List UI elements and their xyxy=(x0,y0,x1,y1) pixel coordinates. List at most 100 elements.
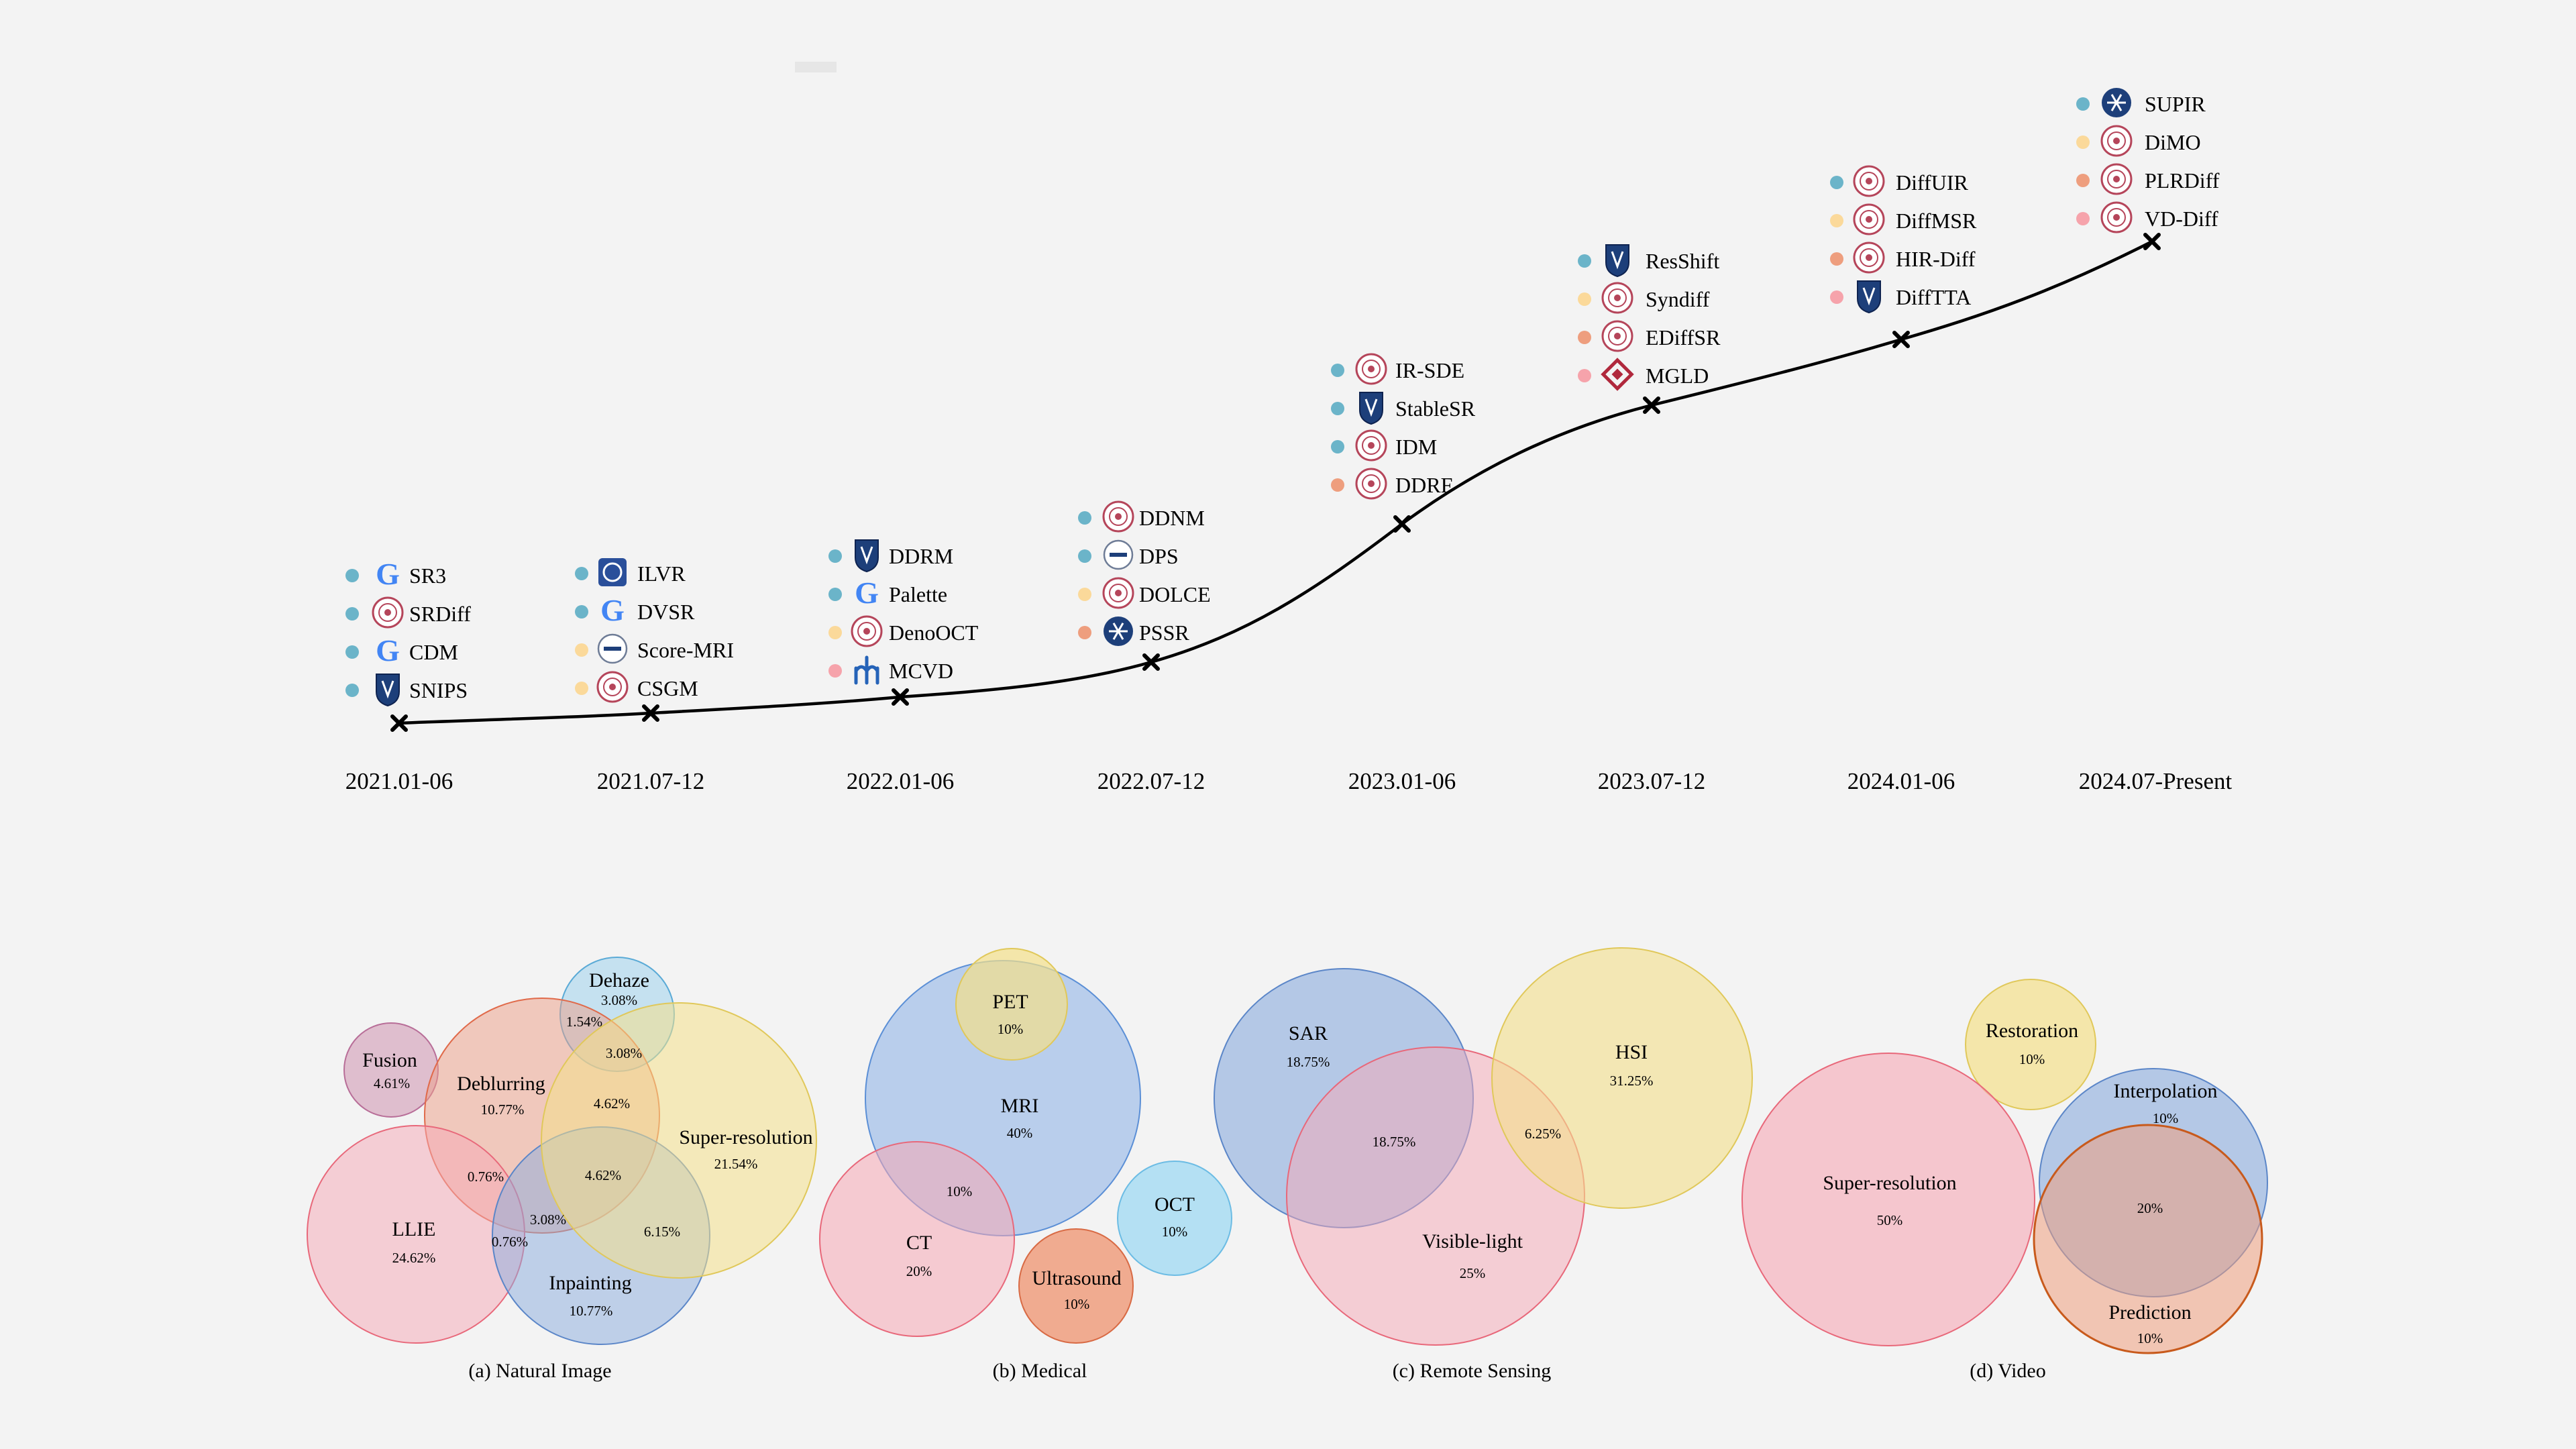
timeline-date: 2022.01-06 xyxy=(847,768,954,794)
set-label-sar: SAR xyxy=(1289,1022,1328,1044)
method-name: CSGM xyxy=(637,676,698,700)
shield-crest-icon xyxy=(1857,280,1881,314)
overlap-value: 3.08% xyxy=(530,1212,566,1228)
category-dot xyxy=(1078,626,1091,639)
set-value-oct: 10% xyxy=(1162,1224,1188,1240)
svg-text:G: G xyxy=(600,593,625,627)
category-dot xyxy=(1830,252,1843,266)
method-name: SR3 xyxy=(409,564,446,588)
method-name: DOLCE xyxy=(1139,582,1211,606)
category-dot xyxy=(828,549,842,563)
snowflake-seal-icon xyxy=(2102,88,2131,117)
method-name: CDM xyxy=(409,640,458,664)
university-seal-icon xyxy=(1102,500,1134,533)
university-seal-icon xyxy=(1355,429,1387,462)
method-item: MCVD xyxy=(828,655,953,685)
method-name: IDM xyxy=(1395,435,1437,459)
method-item: DiffTTA xyxy=(1830,280,1971,314)
method-item: Syndiff xyxy=(1578,282,1710,314)
method-name: DDRM xyxy=(889,544,953,568)
category-dot xyxy=(345,645,359,659)
university-seal-icon xyxy=(2100,201,2133,233)
method-item: MGLD xyxy=(1578,358,1709,391)
category-dot xyxy=(1578,254,1591,268)
set-label-super-resolution-video: Super-resolution xyxy=(1823,1172,1956,1194)
set-label-inpainting: Inpainting xyxy=(549,1272,631,1294)
mila-logo-icon xyxy=(854,655,879,685)
method-item: DPS xyxy=(1078,539,1179,570)
method-item: DDNM xyxy=(1078,500,1205,533)
university-seal-icon xyxy=(2100,163,2133,195)
method-name: MCVD xyxy=(889,659,953,683)
timeline-group: DiffUIR DiffMSR HIR-Diff DiffTTA xyxy=(1830,165,1977,314)
method-name: DDNM xyxy=(1139,506,1205,530)
venn-circle-restoration xyxy=(1965,979,2096,1110)
timeline-marker xyxy=(1393,515,1411,533)
university-seal-icon xyxy=(2100,125,2133,157)
method-name: EDiffSR xyxy=(1646,325,1721,350)
timeline-date: 2022.07-12 xyxy=(1097,768,1205,794)
set-label-prediction: Prediction xyxy=(2108,1301,2191,1324)
institute-seal-icon xyxy=(598,558,627,586)
venn-circle-ultrasound xyxy=(1018,1228,1134,1344)
timeline-group: G SR3 SRDiff G CDM SNIPS xyxy=(345,557,471,707)
category-dot xyxy=(345,684,359,697)
timeline-marker xyxy=(2143,233,2161,250)
set-value-mri: 40% xyxy=(1007,1125,1033,1141)
method-name: StableSR xyxy=(1395,396,1476,421)
overlap-value: 6.25% xyxy=(1525,1126,1561,1142)
venn-caption-video: (d) Video xyxy=(1970,1360,2045,1382)
set-value-visible-light: 25% xyxy=(1460,1265,1486,1281)
category-dot xyxy=(1331,364,1344,377)
timeline-marker xyxy=(1892,331,1910,348)
faint-mark xyxy=(795,62,837,72)
overlap-value: 3.08% xyxy=(606,1045,642,1061)
set-value-prediction: 10% xyxy=(2137,1330,2163,1346)
category-dot xyxy=(575,682,588,695)
timeline-curve xyxy=(398,239,2153,725)
method-name: HIR-Diff xyxy=(1896,247,1976,271)
venn-circle-super-resolution xyxy=(541,1002,817,1279)
set-label-hsi: HSI xyxy=(1615,1041,1648,1063)
category-dot xyxy=(1078,511,1091,525)
method-name: SRDiff xyxy=(409,602,471,626)
venn-circle-super-resolution-video xyxy=(1741,1053,2035,1346)
university-seal-icon xyxy=(1102,577,1134,609)
category-dot xyxy=(1578,331,1591,344)
set-value-deblurring: 10.77% xyxy=(481,1102,525,1118)
set-value-ct: 20% xyxy=(906,1263,932,1279)
shield-crest-icon xyxy=(1359,392,1383,425)
venn-medical: PET 10% MRI 40% CT 20% OCT 10% Ultrasoun… xyxy=(819,948,1232,1382)
category-dot xyxy=(2076,97,2090,111)
method-item: DDRM xyxy=(828,539,953,573)
kaist-logo-icon xyxy=(597,633,628,664)
timeline-group: DDRM G Palette DenoOCT MCVD xyxy=(828,539,979,685)
shield-crest-icon xyxy=(1605,244,1629,278)
method-item: VD-Diff xyxy=(2076,201,2218,233)
overlap-value: 4.62% xyxy=(594,1095,630,1112)
method-item: SUPIR xyxy=(2076,88,2206,117)
set-label-ultrasound: Ultrasound xyxy=(1032,1267,1121,1289)
method-item: SNIPS xyxy=(345,674,468,707)
method-item: HIR-Diff xyxy=(1830,241,1976,274)
method-name: IR-SDE xyxy=(1395,358,1464,382)
timeline-date: 2024.07-Present xyxy=(2079,768,2233,794)
set-value-llie: 24.62% xyxy=(392,1250,436,1266)
venn-video: Restoration 10% Super-resolution 50% Int… xyxy=(1741,979,2268,1382)
university-seal-icon xyxy=(1853,165,1885,197)
university-seal-icon xyxy=(1355,353,1387,385)
method-item: PLRDiff xyxy=(2076,163,2220,195)
method-item: Score-MRI xyxy=(575,633,734,664)
method-item: ILVR xyxy=(575,558,686,586)
university-seal-icon xyxy=(1853,203,1885,235)
overlap-value: 18.75% xyxy=(1373,1134,1416,1150)
timeline-group: DDNM DPS DOLCE PSSR xyxy=(1078,500,1211,646)
venn-natural-image: Dehaze 3.08% Fusion 4.61% Deblurring 10.… xyxy=(307,957,817,1382)
timeline-group: IR-SDE StableSR IDM DDRF xyxy=(1331,353,1476,500)
venn-circle-ct xyxy=(819,1141,1015,1337)
category-dot xyxy=(345,569,359,582)
category-dot xyxy=(828,626,842,639)
snowflake-seal-icon xyxy=(1104,616,1133,646)
timeline-group: SUPIR DiMO PLRDiff VD-Diff xyxy=(2076,88,2220,233)
